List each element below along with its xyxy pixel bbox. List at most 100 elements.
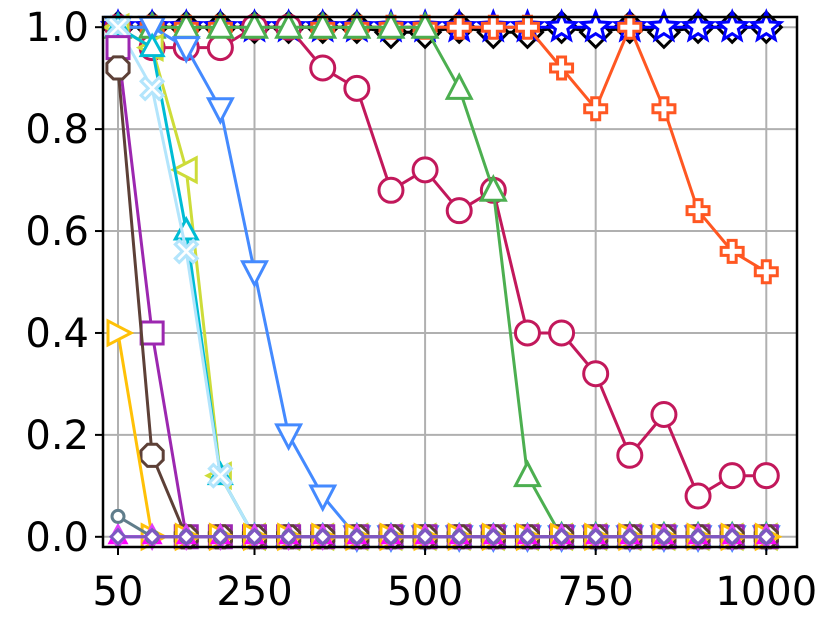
data-point (308, 484, 338, 513)
data-point (138, 32, 166, 58)
x-tick-label: 50 (93, 569, 144, 615)
data-point (240, 10, 269, 39)
data-point (279, 527, 298, 546)
data-point (444, 72, 474, 100)
data-point (139, 442, 165, 468)
data-point (752, 462, 780, 490)
data-point (205, 97, 235, 125)
data-point (650, 401, 678, 428)
data-point (110, 508, 126, 524)
data-point (654, 527, 674, 546)
data-point (616, 441, 644, 469)
data-point (718, 462, 746, 490)
data-point (549, 55, 575, 81)
ticks: 50 250 500 750 1000 0.0 0.2 0.4 0.6 0.8 1.0 (25, 5, 817, 615)
data-point (207, 462, 234, 489)
data-point (478, 174, 508, 202)
data-point (170, 155, 198, 185)
data-point (688, 527, 708, 546)
data-point (211, 527, 230, 546)
series-7 (104, 12, 780, 547)
data-point (104, 14, 132, 41)
data-point (240, 260, 269, 289)
series-9 (105, 35, 779, 550)
y-tick-label: 0.0 (25, 515, 89, 561)
data-point (679, 8, 717, 43)
data-point (582, 360, 610, 388)
y-tick-label: 0.4 (25, 311, 89, 357)
series-15 (108, 527, 776, 546)
data-point (376, 10, 406, 39)
data-point (274, 423, 304, 452)
data-point (309, 54, 337, 82)
data-point (513, 319, 541, 347)
data-point (245, 527, 264, 546)
data-point (620, 527, 639, 546)
data-point (552, 527, 571, 546)
data-point (450, 527, 469, 546)
data-point (274, 10, 304, 39)
data-point (106, 318, 135, 348)
data-point (411, 156, 439, 184)
data-point (410, 10, 440, 39)
data-point (342, 10, 372, 39)
data-point (723, 527, 742, 546)
series-6 (101, 12, 778, 552)
data-point (105, 35, 131, 61)
data-point (753, 259, 779, 285)
data-point (548, 319, 576, 347)
x-tick-label: 1000 (715, 569, 817, 615)
y-tick-label: 0.2 (25, 413, 89, 459)
data-point (139, 75, 166, 102)
data-point (586, 527, 605, 546)
series-group (99, 8, 785, 554)
data-point (713, 8, 751, 43)
data-point (543, 8, 580, 43)
data-point (205, 10, 235, 39)
series-4 (103, 10, 781, 549)
data-point (177, 527, 196, 546)
data-point (583, 96, 609, 122)
data-point (484, 527, 503, 546)
x-tick-label: 500 (387, 569, 463, 615)
data-point (347, 527, 366, 546)
data-point (719, 238, 745, 264)
series-5 (103, 15, 781, 554)
data-point (139, 320, 165, 346)
data-point (617, 14, 643, 40)
x-tick-label: 750 (558, 569, 634, 615)
data-point (108, 527, 128, 546)
data-point (105, 55, 131, 81)
data-point (206, 34, 234, 62)
data-point (446, 14, 472, 40)
series-3 (104, 13, 780, 510)
series-8 (104, 14, 780, 550)
y-tick-label: 1.0 (25, 5, 89, 51)
data-point (415, 527, 435, 546)
data-point (577, 8, 614, 43)
x-tick-label: 250 (216, 569, 292, 615)
data-point (308, 10, 338, 39)
data-point (445, 197, 473, 225)
plot-frame (101, 15, 799, 549)
series-line (118, 25, 768, 274)
data-point (645, 8, 683, 43)
data-point (651, 96, 677, 122)
data-point (171, 36, 201, 64)
data-point (518, 527, 537, 546)
data-point (684, 482, 712, 510)
y-tick-label: 0.6 (25, 209, 89, 255)
data-point (377, 176, 405, 204)
data-point (480, 14, 506, 40)
data-point (173, 238, 200, 265)
data-point (685, 198, 711, 224)
data-point (748, 8, 785, 43)
data-point (512, 459, 542, 488)
data-point (343, 74, 371, 102)
data-point (313, 527, 332, 546)
data-point (757, 527, 776, 546)
data-point (381, 527, 401, 546)
data-point (143, 527, 162, 546)
